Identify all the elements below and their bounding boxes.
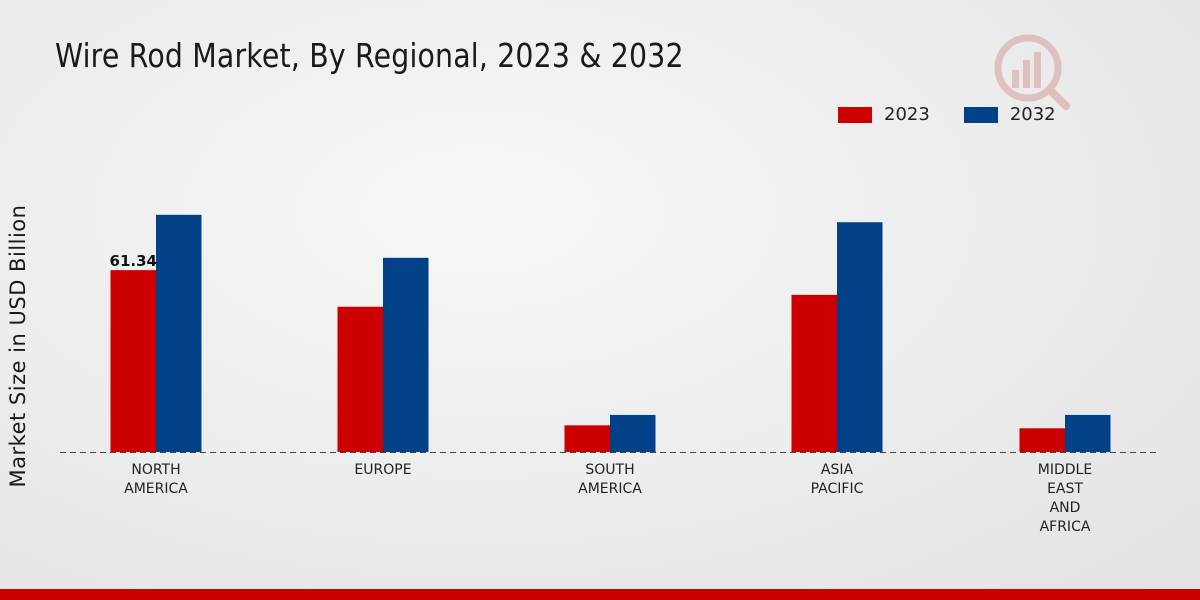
x-tick-label-2: SOUTH AMERICA [578, 462, 642, 497]
bar-2023-0 [110, 270, 156, 452]
bar-2032-3 [837, 222, 883, 452]
legend-label-2032: 2032 [1009, 104, 1056, 125]
x-tick-label-0: NORTH AMERICA [124, 462, 188, 497]
bar-2023-1 [337, 306, 383, 452]
data-label-0: 61.34 [110, 252, 157, 270]
x-tick-label-4: MIDDLE EAST AND AFRICA [1038, 462, 1092, 535]
legend-swatch-2032 [963, 106, 998, 123]
legend-item-2032: 2032 [963, 104, 1056, 125]
bottom-accent-bar [0, 589, 1200, 600]
bar-2023-4 [1019, 428, 1065, 452]
bar-2032-0 [156, 214, 202, 452]
x-tick-label-1: EUROPE [354, 462, 411, 478]
bar-2032-1 [383, 257, 429, 452]
bar-2032-2 [610, 414, 656, 452]
legend-label-2023: 2023 [884, 104, 930, 125]
bar-2023-3 [791, 294, 837, 452]
legend-item-2023: 2023 [838, 104, 930, 125]
legend-swatch-2023 [838, 106, 872, 123]
brand-logo-icon [994, 34, 1070, 110]
bar-2023-2 [564, 425, 610, 452]
bar-2032-4 [1065, 414, 1111, 452]
x-tick-label-3: ASIA PACIFIC [811, 462, 864, 497]
legend: 2023 2032 [838, 104, 1090, 125]
chart-title: Wire Rod Market, By Regional, 2023 & 203… [55, 36, 684, 75]
